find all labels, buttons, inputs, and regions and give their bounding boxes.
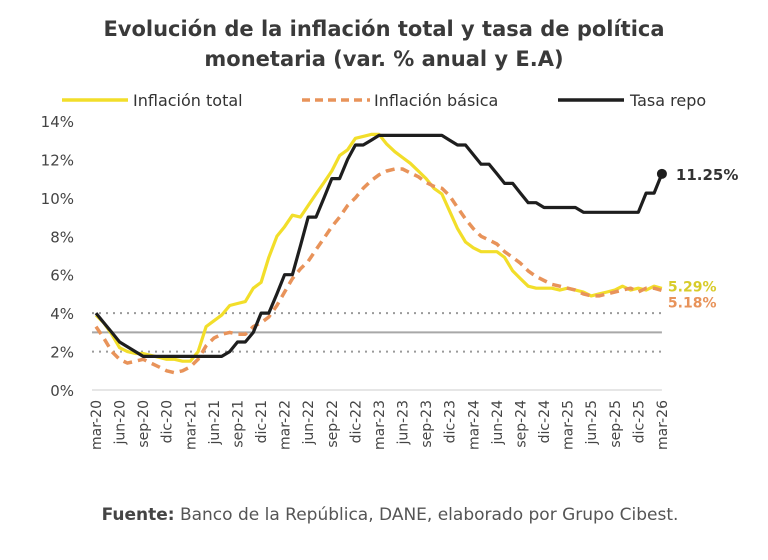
- x-tick-label: jun-25: [584, 400, 600, 446]
- x-tick-label: dic-25: [631, 400, 647, 443]
- x-tick-label: dic-22: [348, 400, 364, 443]
- x-tick-label: mar-22: [278, 400, 294, 450]
- x-tick-label: dic-20: [160, 400, 176, 443]
- x-tick-label: dic-21: [254, 400, 270, 443]
- x-tick-label: dic-23: [443, 400, 459, 443]
- x-tick-label: mar-26: [655, 400, 671, 450]
- y-tick-label: 10%: [41, 190, 74, 208]
- x-tick-label: sep-20: [136, 400, 152, 448]
- series-line-inflaci-n-total: [94, 132, 663, 363]
- annotation-inflacion-basica: 5.18%: [668, 295, 717, 311]
- chart-title: Evolución de la inflación total y tasa d…: [0, 14, 768, 74]
- chart-title-line-2: monetaria (var. % anual y E.A): [204, 47, 564, 71]
- x-tick-label: mar-21: [183, 400, 199, 450]
- tasa-repo-end-marker: [656, 168, 667, 179]
- x-tick-label: mar-25: [561, 400, 577, 450]
- y-tick-label: 8%: [50, 228, 74, 246]
- x-tick-label: sep-22: [325, 400, 341, 448]
- legend: Inflación total Inflación básica Tasa repo: [62, 91, 706, 110]
- legend-label-1: Inflación básica: [374, 91, 498, 110]
- x-tick-label: sep-23: [419, 400, 435, 448]
- source-text: Banco de la República, DANE, elaborado p…: [174, 505, 679, 525]
- x-tick-label: sep-21: [230, 400, 246, 448]
- annotations: 11.25% 5.29%5.18%: [668, 166, 738, 312]
- y-tick-label: 2%: [50, 344, 74, 362]
- x-tick-label: jun-22: [301, 400, 317, 446]
- y-tick-label: 6%: [50, 267, 74, 285]
- line-chart: Inflación total Inflación básica Tasa repo…: [41, 91, 739, 450]
- series-line-tasa-repo: [94, 133, 664, 358]
- x-tick-label: mar-24: [466, 400, 482, 450]
- x-tick-label: jun-23: [396, 400, 412, 446]
- x-tick-label: sep-24: [513, 400, 529, 448]
- x-tick-label: jun-20: [113, 400, 129, 446]
- x-tick-label: jun-24: [490, 400, 506, 446]
- reference-lines: [92, 312, 662, 391]
- y-axis: 0% 2% 4% 6% 8% 10% 12% 14%: [41, 113, 74, 400]
- y-tick-label: 4%: [50, 305, 74, 323]
- source-label: Fuente:: [101, 505, 175, 525]
- source-note: Fuente: Banco de la República, DANE, ela…: [40, 503, 740, 528]
- x-tick-label: sep-25: [608, 400, 624, 448]
- series-line-inflaci-n-b-sica: [94, 167, 663, 375]
- legend-label-0: Inflación total: [133, 91, 243, 110]
- series-lines: [94, 132, 667, 375]
- annotation-inflacion-total: 5.29%: [668, 279, 717, 295]
- x-axis: mar-20 jun-20 sep-20 dic-20 mar-21 jun-21 sep-…: [89, 400, 671, 450]
- legend-label-2: Tasa repo: [629, 91, 706, 110]
- chart-title-line-1: Evolución de la inflación total y tasa d…: [103, 17, 665, 41]
- x-tick-label: mar-20: [89, 400, 105, 450]
- x-tick-label: mar-23: [372, 400, 388, 450]
- x-tick-label: dic-24: [537, 400, 553, 443]
- y-tick-label: 0%: [50, 382, 74, 400]
- annotation-tasa-repo: 11.25%: [676, 166, 738, 184]
- y-tick-label: 14%: [41, 113, 74, 131]
- x-tick-label: jun-21: [207, 400, 223, 446]
- y-tick-label: 12%: [41, 151, 74, 169]
